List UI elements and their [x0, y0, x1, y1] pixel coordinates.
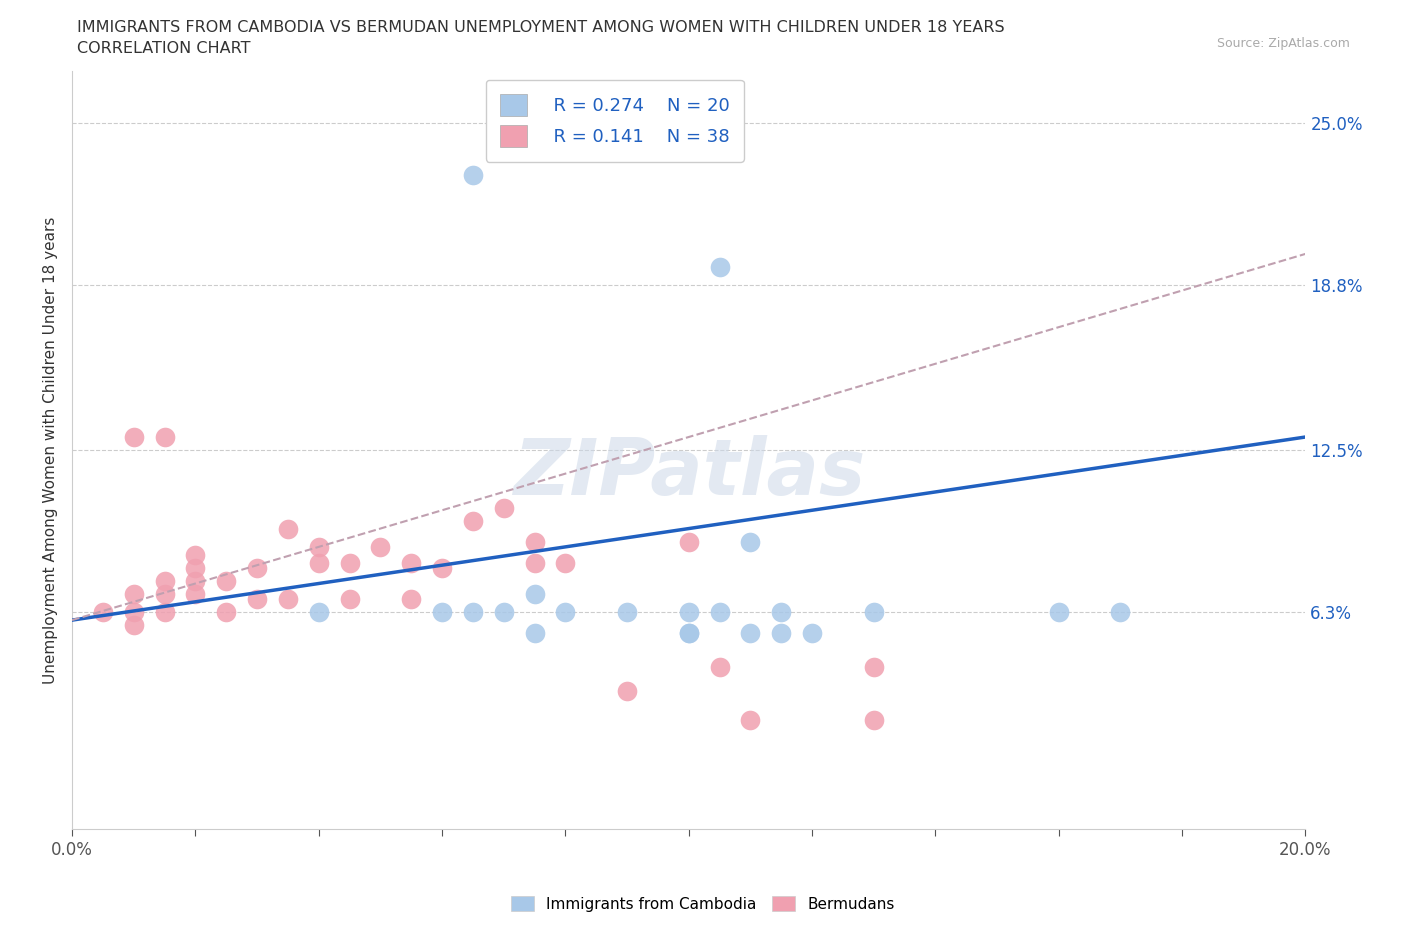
Point [616, 684, 638, 698]
Point [153, 430, 176, 445]
Point [153, 587, 176, 602]
Point [246, 591, 269, 606]
Point [122, 604, 145, 619]
Point [709, 659, 731, 674]
Point [399, 555, 422, 570]
Point [370, 539, 392, 554]
Point [678, 604, 700, 619]
Point [184, 561, 207, 576]
Point [215, 574, 238, 589]
Text: Source: ZipAtlas.com: Source: ZipAtlas.com [1216, 37, 1350, 50]
Point [277, 521, 299, 536]
Point [277, 591, 299, 606]
Legend:   R = 0.274    N = 20,   R = 0.141    N = 38: R = 0.274 N = 20, R = 0.141 N = 38 [485, 80, 744, 162]
Point [430, 561, 453, 576]
Text: CORRELATION CHART: CORRELATION CHART [77, 41, 250, 56]
Point [740, 626, 762, 641]
Text: ZIPatlas: ZIPatlas [513, 435, 865, 511]
Point [492, 604, 515, 619]
Point [740, 534, 762, 549]
Point [461, 513, 484, 528]
Point [430, 604, 453, 619]
Point [399, 591, 422, 606]
Point [461, 604, 484, 619]
Point [554, 555, 576, 570]
Point [709, 259, 731, 274]
Y-axis label: Unemployment Among Women with Children Under 18 years: Unemployment Among Women with Children U… [44, 217, 58, 684]
Point [523, 626, 546, 641]
Point [184, 574, 207, 589]
Point [184, 547, 207, 562]
Point [308, 555, 330, 570]
Point [862, 712, 884, 727]
Point [308, 539, 330, 554]
Point [492, 500, 515, 515]
Text: IMMIGRANTS FROM CAMBODIA VS BERMUDAN UNEMPLOYMENT AMONG WOMEN WITH CHILDREN UNDE: IMMIGRANTS FROM CAMBODIA VS BERMUDAN UNE… [77, 20, 1005, 35]
Point [523, 555, 546, 570]
Point [616, 604, 638, 619]
Point [153, 574, 176, 589]
Point [770, 626, 793, 641]
Point [246, 561, 269, 576]
Point [308, 604, 330, 619]
Point [184, 587, 207, 602]
Point [339, 591, 361, 606]
Point [122, 587, 145, 602]
Point [215, 604, 238, 619]
Point [91, 604, 114, 619]
Point [678, 626, 700, 641]
Point [523, 534, 546, 549]
Point [461, 168, 484, 183]
Point [709, 604, 731, 619]
Point [678, 534, 700, 549]
Point [770, 604, 793, 619]
Point [740, 712, 762, 727]
Point [862, 659, 884, 674]
Point [122, 430, 145, 445]
Point [122, 618, 145, 632]
Point [1047, 604, 1070, 619]
Legend: Immigrants from Cambodia, Bermudans: Immigrants from Cambodia, Bermudans [505, 889, 901, 918]
Point [1109, 604, 1132, 619]
Point [554, 604, 576, 619]
Point [523, 587, 546, 602]
Point [801, 626, 824, 641]
Point [678, 626, 700, 641]
Point [862, 604, 884, 619]
Point [339, 555, 361, 570]
Point [153, 604, 176, 619]
